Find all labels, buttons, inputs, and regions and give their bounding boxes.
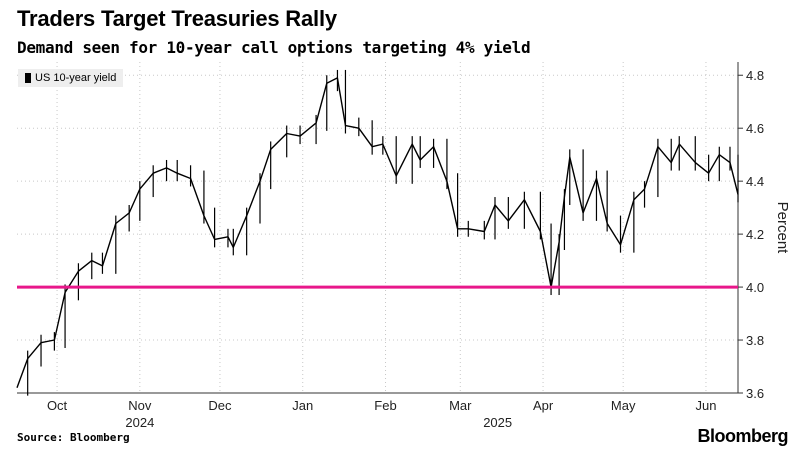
source-note: Source: Bloomberg (17, 431, 130, 444)
x-tick-label: Dec (208, 398, 232, 413)
x-tick-label: Nov (128, 398, 152, 413)
x-tick-label: Jun (695, 398, 716, 413)
y-tick-label: 3.6 (746, 386, 764, 401)
x-tick-label: Jan (292, 398, 313, 413)
legend-swatch (25, 73, 31, 83)
y-tick-label: 4.6 (746, 121, 764, 136)
bloomberg-logo: Bloomberg (697, 426, 788, 446)
x-tick-label: Mar (449, 398, 472, 413)
year-label: 2025 (483, 415, 512, 430)
legend: US 10-year yield (18, 69, 124, 87)
y-tick-label: 4.4 (746, 174, 764, 189)
year-label: 2024 (125, 415, 154, 430)
y-tick-label: 4.2 (746, 227, 764, 242)
chart-subtitle: Demand seen for 10-year call options tar… (17, 38, 531, 57)
series-line-us-10-year-yield (16, 77, 739, 388)
x-tick-label: Oct (47, 398, 68, 413)
y-axis-label: Percent (774, 202, 791, 255)
y-tick-label: 3.8 (746, 333, 764, 348)
x-tick-label: Apr (533, 398, 554, 413)
x-tick-label: May (611, 398, 636, 413)
y-tick-label: 4.8 (746, 68, 764, 83)
chart-title: Traders Target Treasuries Rally (17, 6, 337, 31)
legend-label: US 10-year yield (35, 72, 117, 84)
y-tick-label: 4.0 (746, 280, 764, 295)
x-tick-label: Feb (374, 398, 396, 413)
